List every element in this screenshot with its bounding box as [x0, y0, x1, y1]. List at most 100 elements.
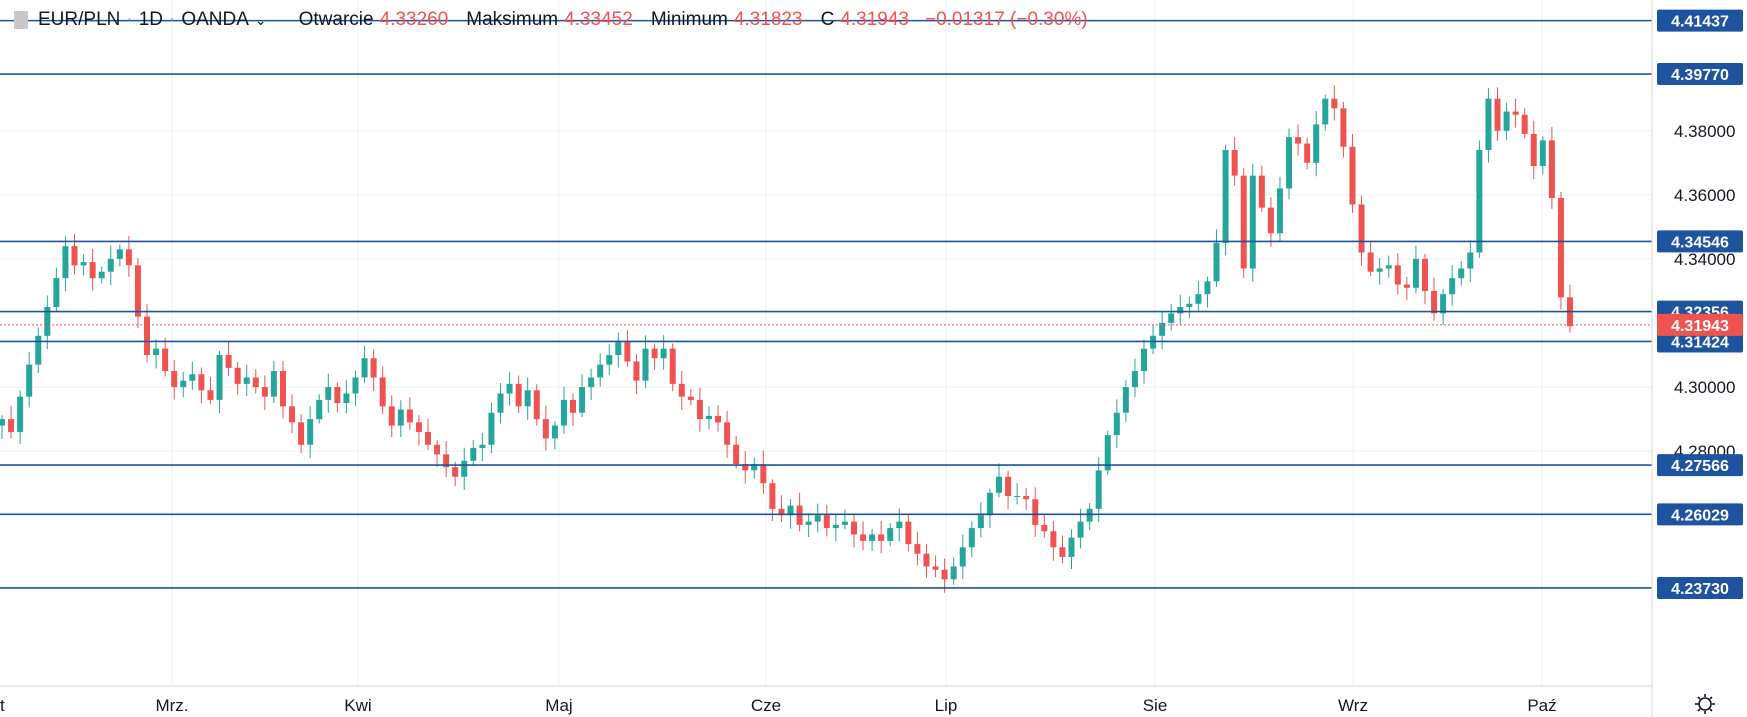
candle-body	[742, 463, 749, 471]
current-price-label: 4.31943	[1671, 318, 1729, 335]
candle-body	[887, 528, 894, 541]
candle-body	[443, 454, 450, 468]
candle-body	[388, 406, 395, 426]
settings-gear-icon[interactable]	[1695, 694, 1715, 714]
candle-body	[153, 348, 160, 356]
low-label: Minimum	[650, 9, 728, 30]
candle-body	[225, 355, 232, 368]
candle-body	[1086, 508, 1093, 522]
candle-body	[207, 390, 214, 400]
y-tick-label: 4.34000	[1674, 250, 1735, 269]
x-month-label: Wrz	[1338, 696, 1368, 715]
candle-body	[162, 348, 169, 372]
candle-body	[1168, 313, 1175, 323]
candle-body	[805, 521, 812, 525]
candle-body	[1367, 252, 1374, 272]
candle-body	[597, 364, 604, 378]
candle-body	[144, 316, 151, 356]
price-axis-tags: 4.414374.397704.345464.323564.314244.275…	[1657, 9, 1743, 599]
y-tick-label: 4.30000	[1674, 378, 1735, 397]
candle-body	[8, 419, 15, 432]
level-price-tag	[1657, 9, 1743, 32]
candle-body	[551, 425, 558, 439]
x-month-label: Maj	[545, 696, 572, 715]
candle-body	[89, 262, 96, 279]
separator-dot: ·	[126, 9, 133, 30]
low-value: 4.31823	[733, 9, 803, 30]
candle-body	[1032, 499, 1039, 525]
candle-body	[434, 444, 441, 455]
chevron-down-icon[interactable]: ⌄	[254, 11, 267, 28]
candle-body	[171, 371, 178, 388]
candle-body	[687, 396, 694, 400]
high-label: Maksimum	[466, 9, 559, 30]
candle-body	[1467, 252, 1474, 269]
candle-body	[1385, 265, 1392, 269]
candle-body	[696, 399, 703, 420]
x-month-label: Cze	[751, 696, 781, 715]
candle-body	[669, 348, 676, 384]
source-label[interactable]: OANDA	[181, 9, 249, 30]
candle-body	[0, 419, 5, 426]
candle-body	[533, 390, 540, 420]
candle-body	[923, 553, 930, 567]
symbol-name[interactable]: EUR/PLN	[38, 9, 121, 30]
candle-body	[715, 415, 722, 423]
candle-body	[1349, 146, 1356, 205]
candle-body	[1267, 207, 1274, 234]
horizontal-levels	[0, 19, 1652, 589]
candle-body	[869, 534, 876, 541]
candle-body	[1512, 111, 1519, 115]
grid-lines	[0, 0, 1652, 686]
candle-body	[1159, 323, 1166, 336]
candle-body	[397, 409, 404, 426]
candle-body	[751, 463, 758, 471]
candle-body	[579, 387, 586, 413]
candle-body	[787, 505, 794, 516]
candle-body	[298, 422, 305, 445]
level-price-label: 4.27566	[1671, 458, 1729, 475]
candle-body	[307, 419, 314, 445]
candle-body	[261, 387, 268, 397]
candle-body	[932, 566, 939, 570]
candle-body	[878, 534, 885, 541]
candle-body	[1131, 371, 1138, 388]
candle-body	[823, 515, 830, 529]
candle-body	[1322, 98, 1329, 125]
candle-body	[841, 521, 848, 525]
candle-body	[1421, 258, 1428, 291]
candle-body	[1141, 348, 1148, 372]
interval-label[interactable]: 1D	[138, 9, 163, 30]
candle-body	[660, 348, 667, 359]
candle-body	[1431, 290, 1438, 314]
candle-body	[986, 492, 993, 516]
level-price-tag	[1657, 454, 1743, 477]
candle-body	[1521, 114, 1528, 134]
x-month-label: Paź	[1527, 696, 1556, 715]
candle-body	[1449, 278, 1456, 295]
candle-body	[968, 528, 975, 548]
candle-body	[1041, 524, 1048, 532]
candle-body	[1222, 149, 1229, 243]
candle-body	[1376, 268, 1383, 272]
x-month-label: t	[0, 696, 5, 715]
candle-body	[98, 271, 105, 279]
candle-body	[107, 258, 114, 272]
candle-body	[1231, 149, 1238, 176]
level-price-label: 4.34546	[1671, 234, 1729, 251]
candle-body	[515, 383, 522, 407]
candle-body	[289, 406, 296, 423]
level-price-tag	[1657, 330, 1743, 353]
candle-body	[53, 278, 60, 307]
candle-body	[941, 569, 948, 580]
candle-body	[733, 444, 740, 464]
candle-body	[542, 419, 549, 439]
candle-body	[216, 355, 223, 400]
candle-body	[506, 383, 513, 394]
candle-body	[1213, 242, 1220, 282]
candles	[0, 85, 1573, 593]
candle-body	[488, 412, 495, 445]
candle-body	[234, 367, 241, 384]
level-price-tag	[1657, 230, 1743, 253]
